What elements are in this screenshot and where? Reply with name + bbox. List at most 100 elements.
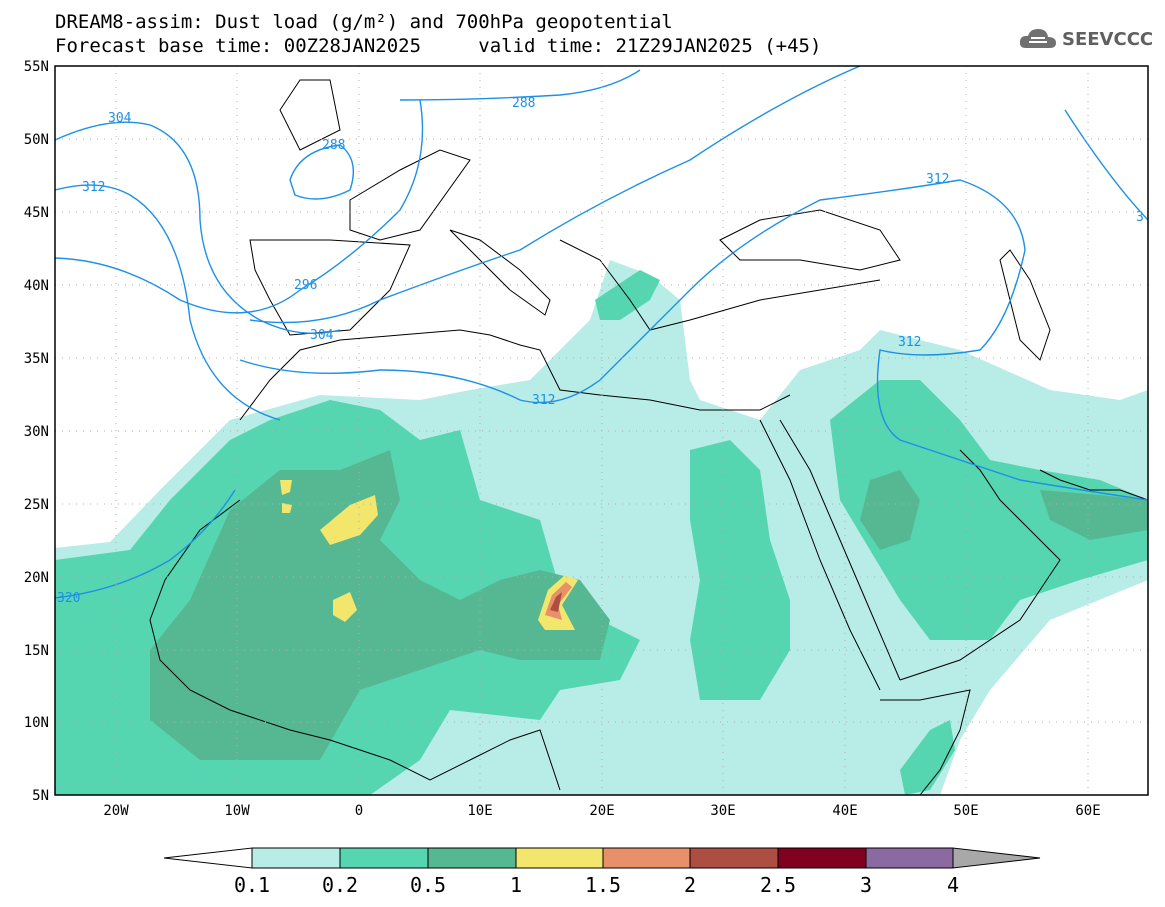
coastline-iberia	[249, 239, 411, 336]
coastline-horn	[880, 689, 971, 795]
coastline-italy	[449, 229, 551, 316]
contour-label: 312	[82, 180, 105, 195]
legend-label: 1.5	[585, 873, 621, 897]
coastline-arabia	[899, 449, 1061, 681]
contour-label: 320	[57, 591, 80, 606]
lon-tick-label: 20W	[103, 803, 129, 819]
dust-band-0.5-sahara	[150, 450, 610, 760]
lon-tick-label: 0	[355, 803, 363, 819]
lat-tick-label: 40N	[24, 278, 49, 294]
contour-304-north	[55, 121, 341, 334]
logo: SEEVCCC	[1018, 26, 1153, 52]
legend-label: 3	[860, 873, 872, 897]
contour-label: 288	[322, 138, 345, 153]
contour-296	[55, 99, 424, 314]
contour-288-loop	[289, 144, 354, 200]
coastline-balkans-anatolia	[559, 239, 881, 331]
contour-312-main	[239, 179, 1148, 501]
dust-band-0.2-nile	[690, 440, 790, 700]
lat-tick-label: 25N	[24, 497, 49, 513]
dust-band-0.2-north	[595, 270, 660, 320]
legend-label: 0.5	[410, 873, 446, 897]
legend-bin	[865, 847, 954, 869]
legend: 0.1 0.2 0.5 1 1.5 2 2.5 3 4	[163, 847, 1041, 897]
contour-labels: 304 312 288 288 296 304 312 312 312 320 …	[57, 96, 1144, 606]
contour-label: 304	[108, 111, 132, 126]
lon-tick-label: 50E	[953, 803, 978, 819]
dust-band-1-d	[282, 503, 292, 513]
coastlines	[149, 79, 1148, 795]
legend-label: 1	[510, 873, 522, 897]
lat-tick-label: 35N	[24, 351, 49, 367]
legend-bin	[515, 847, 604, 869]
dust-band-0.2-horn	[900, 720, 955, 795]
dust-band-0.1	[55, 260, 1148, 795]
legend-label: 2	[684, 873, 696, 897]
dust-band-1-e	[538, 575, 578, 630]
legend-bin	[689, 847, 779, 869]
dust-band-0.5-arabia	[860, 470, 920, 550]
coastline-black-sea	[719, 209, 901, 271]
legend-bin	[339, 847, 429, 869]
dust-band-1-b	[333, 592, 357, 622]
legend-label: 0.2	[322, 873, 358, 897]
lat-tick-label: 10N	[24, 715, 49, 731]
legend-high-arrow	[952, 847, 1041, 869]
lon-tick-label: 20E	[589, 803, 614, 819]
contour-label: 3	[1136, 210, 1144, 225]
contour-320	[55, 489, 236, 599]
map-frame	[54, 65, 1149, 796]
coastline-red-sea	[759, 419, 901, 691]
coastline-north-africa	[239, 329, 791, 421]
contour-label: 288	[512, 96, 535, 111]
lat-tick-label: 15N	[24, 643, 49, 659]
dust-band-2	[550, 592, 562, 612]
legend-bin	[777, 847, 867, 869]
legend-bin	[251, 847, 341, 869]
coastline-west-africa	[149, 499, 561, 791]
map-subtitle: Forecast base time: 00Z28JAN2025 valid t…	[55, 36, 821, 56]
cloud-icon	[1019, 29, 1056, 48]
dust-band-1.5	[545, 582, 572, 620]
lat-tick-label: 5N	[32, 788, 49, 804]
dust-band-0.2-west	[55, 400, 640, 795]
dust-band-1-c	[280, 480, 292, 495]
lon-tick-label: 40E	[832, 803, 857, 819]
lat-tick-label: 45N	[24, 205, 49, 221]
legend-bin	[602, 847, 691, 869]
graticule	[55, 66, 1148, 795]
lon-tick-label: 60E	[1075, 803, 1100, 819]
geopotential-contours	[55, 66, 1148, 599]
coastline-iran-india	[1039, 469, 1148, 501]
contour-east	[1064, 109, 1148, 221]
legend-label: 2.5	[760, 873, 796, 897]
lat-tick-label: 30N	[24, 424, 49, 440]
lon-tick-label: 10E	[467, 803, 492, 819]
legend-label: 4	[947, 873, 959, 897]
valid-time: valid time: 21Z29JAN2025 (+45)	[478, 35, 822, 57]
dust-band-0.2-arabia	[830, 380, 1148, 640]
lat-tick-label: 50N	[24, 132, 49, 148]
contour-label: 296	[294, 278, 317, 293]
dust-band-1-a	[320, 495, 378, 545]
coastline-caspian	[999, 249, 1051, 361]
contour-label: 304	[310, 328, 334, 343]
legend-low-arrow	[163, 847, 253, 869]
contour-label: 312	[926, 172, 949, 187]
lat-tick-label: 55N	[24, 59, 49, 75]
dust-band-0.5-gulf	[1040, 490, 1148, 540]
logo-text: SEEVCCC	[1062, 28, 1154, 50]
map-title: DREAM8-assim: Dust load (g/m²) and 700hP…	[55, 11, 673, 33]
dust-fields	[55, 260, 1148, 795]
contour-304-mid	[249, 66, 861, 324]
legend-label: 0.1	[234, 873, 270, 897]
contour-label: 312	[898, 335, 921, 350]
lon-tick-label: 10W	[224, 803, 250, 819]
lat-tick-label: 20N	[24, 570, 49, 586]
base-time: Forecast base time: 00Z28JAN2025	[55, 35, 422, 57]
lon-tick-label: 30E	[710, 803, 735, 819]
legend-bin	[427, 847, 517, 869]
coastline-france-britain	[279, 79, 471, 241]
contour-label: 312	[532, 393, 555, 408]
